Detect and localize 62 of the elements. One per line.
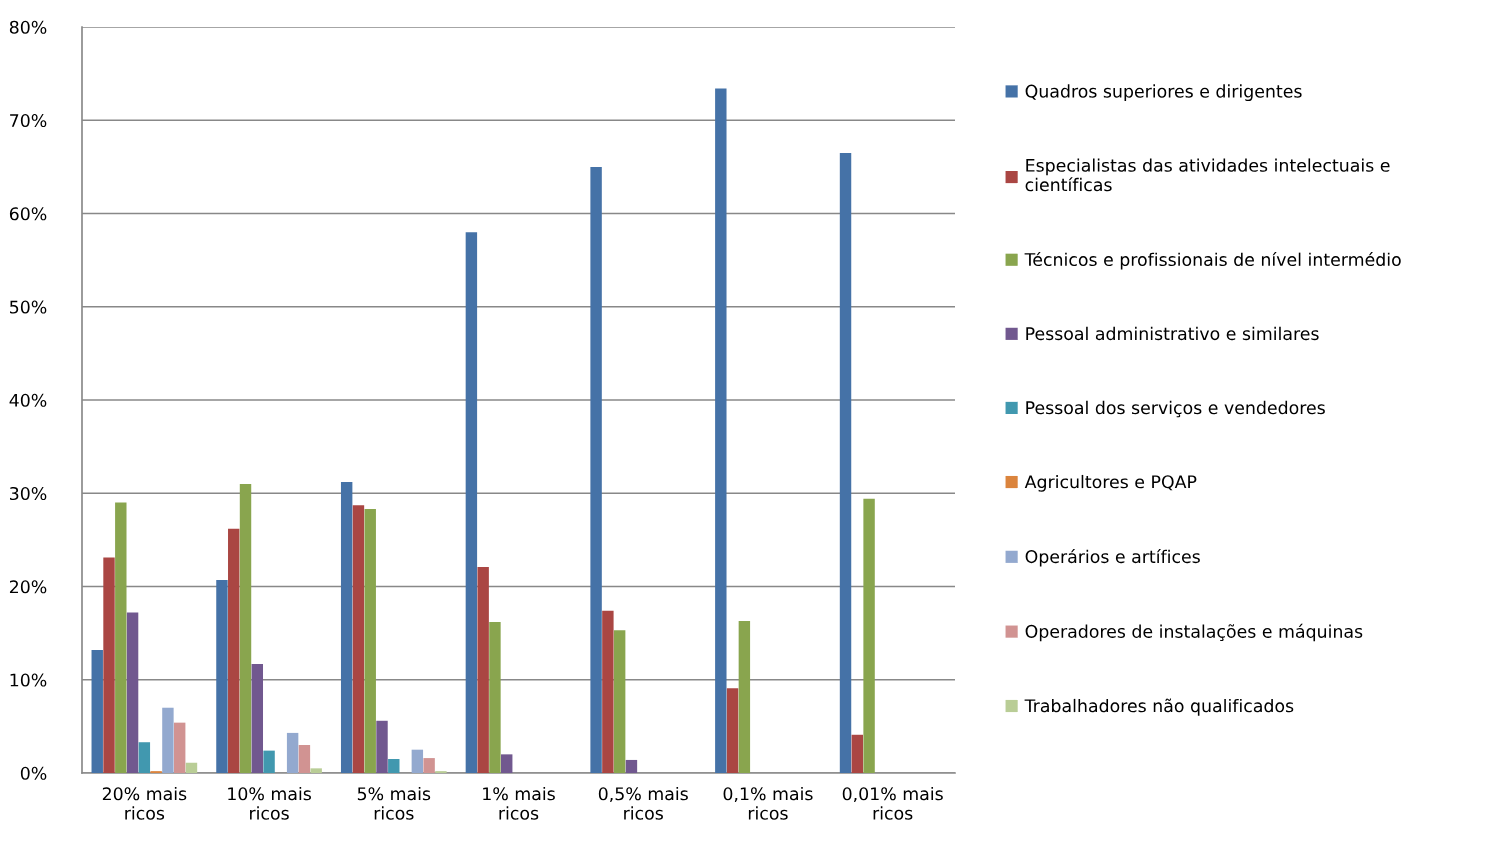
bar: [263, 750, 275, 773]
legend-label: Trabalhadores não qualificados: [1024, 698, 1294, 716]
bar: [185, 762, 198, 773]
y-tick-label: 70%: [10, 113, 47, 128]
bar: [738, 621, 751, 773]
x-tick-label: 1% mais ricos: [483, 786, 555, 820]
x-tick-label: 0,5% mais ricos: [598, 786, 688, 820]
x-tick-label: 0,1% mais ricos: [723, 786, 813, 820]
bar: [489, 621, 501, 773]
bar: [715, 88, 727, 773]
bar: [501, 754, 513, 773]
x-tick-label: 5% mais ricos: [357, 786, 431, 820]
bar: [310, 768, 322, 773]
bar: [239, 483, 252, 773]
bar: [863, 498, 875, 773]
bar: [364, 509, 376, 773]
bar: [340, 482, 353, 773]
bar: [286, 732, 299, 773]
bar: [91, 649, 103, 773]
x-tick-label: 10% mais ricos: [228, 786, 311, 820]
x-tick-label: 20% mais ricos: [102, 786, 187, 820]
y-tick-label: 20%: [9, 580, 47, 594]
bar: [115, 502, 127, 773]
y-tick-label: 30%: [10, 486, 47, 501]
legend-label: Pessoal dos serviços e vendedores: [1026, 400, 1325, 418]
bar: [613, 630, 626, 773]
bar: [423, 758, 435, 773]
legend-label: Agricultores e PQAP: [1024, 474, 1197, 492]
bar: [851, 734, 864, 773]
y-tick-label: 80%: [9, 20, 47, 34]
bar: [173, 722, 186, 773]
bar: [138, 742, 151, 773]
y-tick-label: 40%: [9, 393, 47, 407]
y-tick-label: 0%: [20, 766, 47, 780]
y-tick-label: 60%: [9, 207, 47, 221]
y-tick-label: 50%: [10, 300, 47, 314]
bar: [411, 749, 424, 773]
legend-label: Pessoal administrativo e similares: [1026, 326, 1319, 341]
bar: [388, 759, 400, 773]
legend-label: Técnicos e profissionais de nível intermédio: [1024, 251, 1401, 270]
y-tick-label: 10%: [10, 673, 47, 687]
bar: [477, 566, 489, 773]
bar: [465, 232, 478, 773]
legend-label: Especialistas das atividades intelectuais e científicas: [1025, 158, 1390, 192]
bar: [590, 166, 602, 773]
bar: [162, 707, 174, 773]
bar: [251, 663, 264, 773]
bar: [839, 152, 852, 773]
bar: [103, 557, 115, 773]
bar: [228, 528, 240, 773]
bar: [602, 610, 614, 773]
bar: [625, 759, 638, 773]
bar: [726, 688, 739, 773]
bar: [298, 745, 311, 773]
bar: [376, 720, 388, 773]
bar: [126, 612, 139, 773]
legend-label: Operadores de instalações e máquinas: [1025, 623, 1363, 642]
legend-label: Quadros superiores e dirigentes: [1025, 84, 1302, 102]
bar: [352, 505, 365, 773]
bar: [216, 579, 228, 773]
x-tick-label: 0,01% mais ricos: [842, 786, 943, 820]
legend-label: Operários e artífices: [1025, 549, 1200, 567]
